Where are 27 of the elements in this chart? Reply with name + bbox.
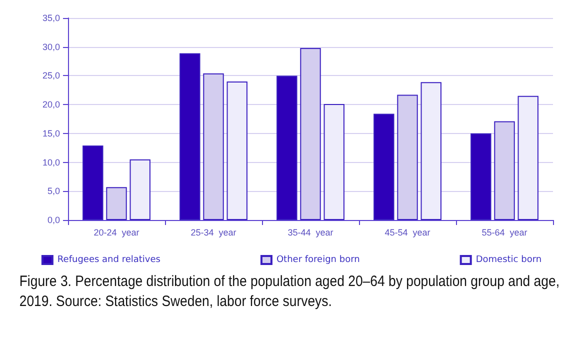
y-tick-label: 0,0	[47, 215, 60, 225]
legend-label: Other foreign born	[276, 255, 360, 265]
x-tick-label: 25-34 year	[190, 228, 236, 238]
bar	[82, 146, 104, 220]
bar	[130, 159, 150, 220]
y-tick-label: 20,0	[42, 100, 60, 110]
y-tick-label: 10,0	[42, 157, 60, 168]
y-tick-label: 25,0	[42, 70, 60, 81]
caption: Figure 3. Percentage distribution of the population aged 20–64 by population group and age, 2019. Source: Statistics Sweden, labor force surveys.	[18, 272, 560, 312]
bar	[470, 133, 492, 220]
bar	[180, 53, 200, 220]
bar	[226, 81, 248, 220]
y-tick-label: 30,0	[42, 42, 60, 52]
x-tick-label: 55-64 year	[482, 228, 528, 238]
legend-label: Domestic born	[476, 255, 542, 265]
x-tick-label: 20-24 year	[94, 228, 140, 238]
legend-label: Refugees and relatives	[57, 255, 161, 265]
y-tick-label: 15,0	[42, 128, 60, 138]
bar	[276, 76, 298, 220]
bar	[518, 96, 538, 220]
bar	[324, 104, 344, 220]
y-tick-label: 35,0	[42, 13, 60, 23]
x-tick-label: 35-44 year	[288, 228, 334, 238]
bar	[420, 82, 442, 220]
x-tick-label: 45-54 year	[384, 228, 430, 238]
bar	[374, 114, 394, 220]
y-tick-label: 5,0	[47, 186, 60, 196]
